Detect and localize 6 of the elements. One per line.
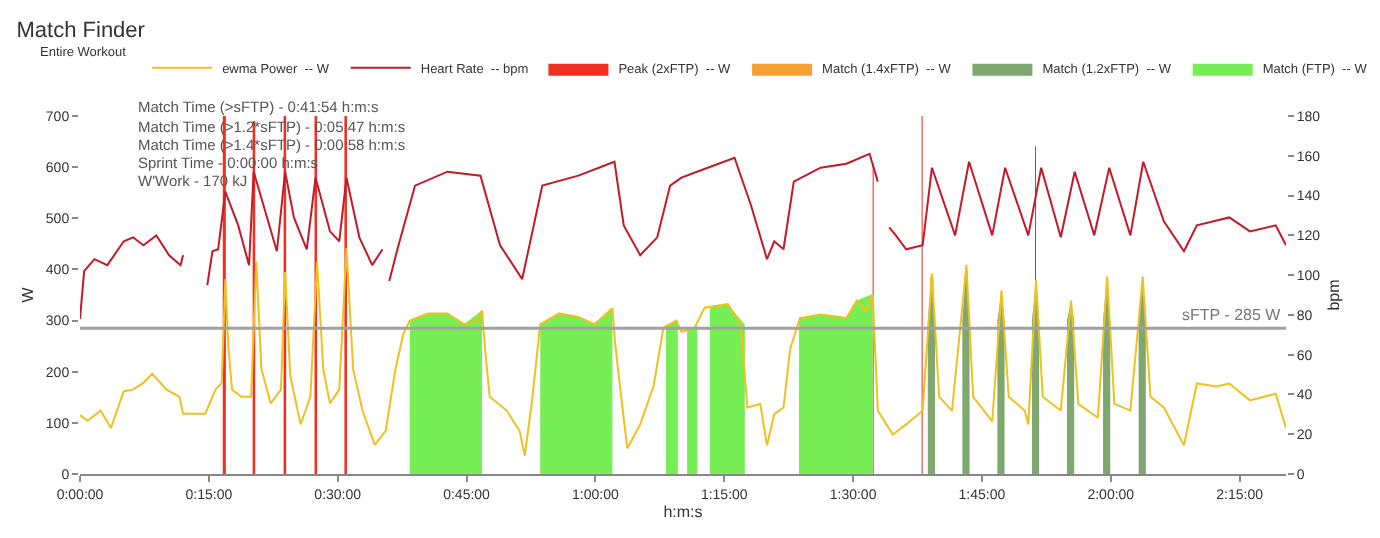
chart-title: Match Finder xyxy=(16,18,146,43)
line-series xyxy=(80,246,1286,457)
x-axis-title: h:m:s xyxy=(663,503,703,521)
y2-axis-title: bpm xyxy=(1324,278,1343,311)
ref-line-label: sFTP - 285 W xyxy=(1182,306,1282,324)
y-axis-title: W xyxy=(19,286,38,303)
